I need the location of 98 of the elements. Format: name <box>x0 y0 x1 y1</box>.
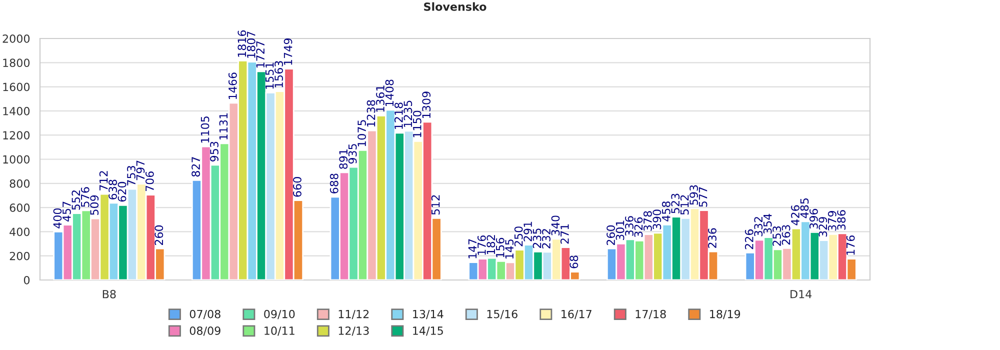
legend-label: 12/13 <box>338 326 369 336</box>
data-label: 176 <box>846 235 855 255</box>
data-label: 523 <box>671 194 680 214</box>
data-label: 253 <box>772 226 781 246</box>
data-label: 1309 <box>422 92 431 118</box>
data-label: 457 <box>62 202 71 222</box>
data-label: 827 <box>192 157 200 177</box>
data-label: 638 <box>108 180 117 200</box>
data-label: 935 <box>348 144 357 164</box>
y-tick-label: 2000 <box>2 34 30 43</box>
y-tick-label: 800 <box>10 179 30 188</box>
data-label: 145 <box>505 239 514 258</box>
data-label: 1466 <box>228 72 237 99</box>
data-label: 1238 <box>366 100 376 127</box>
data-label: 1235 <box>404 100 412 127</box>
data-label: 68 <box>570 256 578 268</box>
data-label: 176 <box>477 235 486 255</box>
data-label: 891 <box>339 149 348 169</box>
data-label: 712 <box>99 171 108 190</box>
data-label: 576 <box>80 187 90 207</box>
data-label: 1408 <box>385 80 394 106</box>
data-label: 379 <box>828 211 836 231</box>
data-label: 688 <box>330 174 338 194</box>
y-tick-label: 1400 <box>3 106 30 116</box>
legend-label: 07/08 <box>190 310 220 320</box>
legend-label: 10/11 <box>264 326 294 336</box>
y-tick-label: 600 <box>10 204 30 212</box>
data-label: 1218 <box>394 102 403 129</box>
data-label: 509 <box>90 195 99 215</box>
data-label: 1749 <box>284 38 292 65</box>
y-tick-label: 1000 <box>3 155 30 164</box>
data-label: 660 <box>293 177 302 197</box>
data-label: 260 <box>154 225 164 246</box>
y-tick-label: 0 <box>24 276 30 284</box>
data-label: 593 <box>690 185 698 205</box>
data-label: 620 <box>118 182 126 202</box>
legend-label: 18/19 <box>710 310 740 320</box>
y-tick-label: 1600 <box>3 82 30 92</box>
data-label: 1075 <box>358 120 366 146</box>
data-label: 386 <box>837 210 846 230</box>
data-label: 271 <box>560 224 569 244</box>
data-label: 182 <box>486 235 496 254</box>
chart-title: Slovensko <box>424 2 486 11</box>
y-tick-label: 1800 <box>3 58 30 68</box>
y-tick-label: 400 <box>10 228 30 236</box>
data-label: 326 <box>634 217 643 238</box>
data-label: 260 <box>606 225 615 246</box>
legend-label: 11/12 <box>338 310 369 320</box>
data-label: 1727 <box>256 41 264 68</box>
data-label: 552 <box>72 190 80 210</box>
data-label: 301 <box>616 220 624 240</box>
data-label: 953 <box>210 142 218 162</box>
data-label: 400 <box>53 208 62 228</box>
legend-label: 15/16 <box>487 310 518 320</box>
data-label: 1361 <box>376 86 384 112</box>
data-label: 485 <box>800 198 809 218</box>
data-label: 512 <box>431 195 440 215</box>
legend-label: 14/15 <box>413 326 443 336</box>
data-label: 329 <box>818 217 828 237</box>
data-label: 263 <box>782 225 790 245</box>
legend-label: 13/14 <box>413 310 444 320</box>
legend-label: 17/18 <box>636 310 666 320</box>
data-label: 340 <box>551 216 560 236</box>
data-label: 1551 <box>266 62 274 89</box>
data-label: 156 <box>496 238 504 258</box>
data-label: 1131 <box>219 113 228 140</box>
legend-label: 08/09 <box>190 326 220 336</box>
data-label: 797 <box>136 160 145 180</box>
data-label: 1150 <box>412 110 422 138</box>
data-label: 378 <box>643 211 652 231</box>
data-label: 458 <box>662 201 670 222</box>
legend-label: 16/17 <box>562 310 592 320</box>
data-label: 147 <box>468 239 477 258</box>
data-label: 396 <box>809 208 818 229</box>
data-label: 390 <box>652 210 662 230</box>
data-label: 1816 <box>238 30 246 57</box>
y-tick-label: 1200 <box>3 131 30 140</box>
data-label: 753 <box>127 166 136 186</box>
data-label: 354 <box>763 214 772 234</box>
data-label: 232 <box>542 229 550 248</box>
x-tick-label: D14 <box>790 290 812 298</box>
data-label: 1563 <box>274 61 283 88</box>
y-tick-label: 200 <box>10 252 30 260</box>
data-label: 235 <box>532 228 542 248</box>
x-tick-label: B8 <box>102 290 116 298</box>
data-label: 577 <box>698 187 708 207</box>
data-label: 426 <box>791 205 800 226</box>
data-label: 706 <box>145 171 154 192</box>
data-label: 1105 <box>200 116 210 143</box>
data-label: 1807 <box>246 32 256 58</box>
legend-label: 09/10 <box>264 310 295 320</box>
data-label: 512 <box>680 195 689 215</box>
data-label: 332 <box>754 217 763 236</box>
data-label: 336 <box>625 216 634 236</box>
data-label: 291 <box>524 222 532 242</box>
data-label: 226 <box>744 229 754 250</box>
data-label: 236 <box>708 228 716 248</box>
data-label: 250 <box>514 226 523 246</box>
